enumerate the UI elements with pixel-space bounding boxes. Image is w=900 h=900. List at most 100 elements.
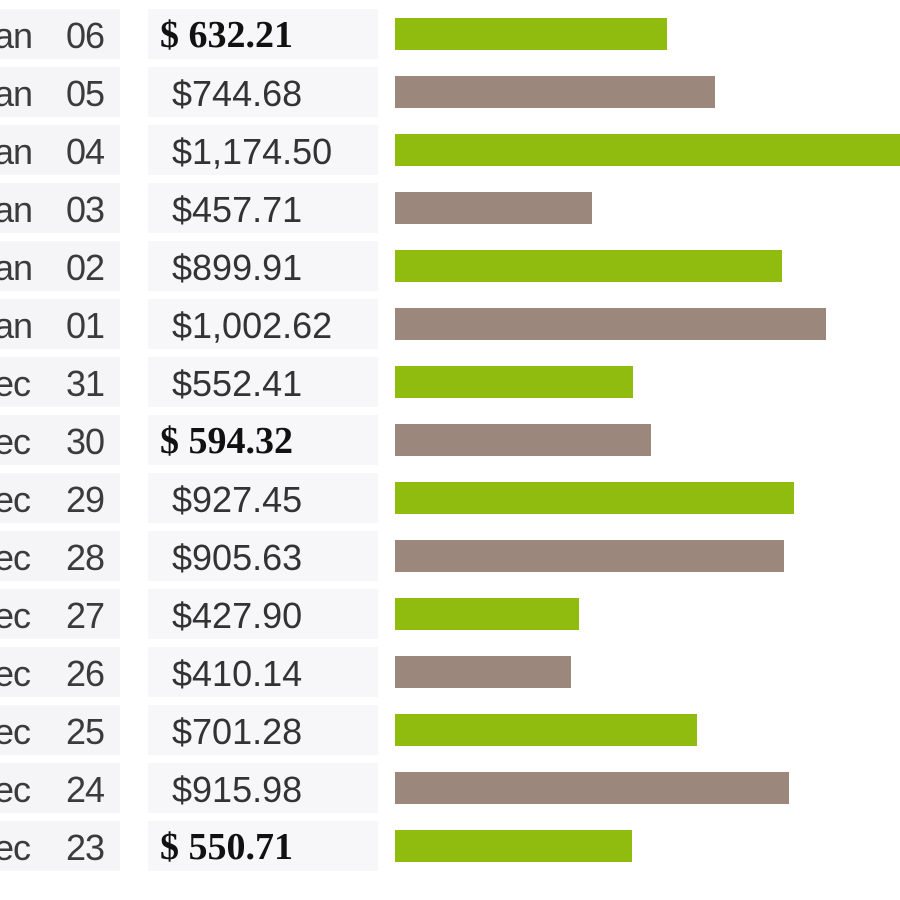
amount-label: $744.68 — [172, 73, 303, 114]
month-label: ec — [0, 711, 31, 752]
amount-label: $ 632.21 — [160, 14, 293, 56]
day-label: 05 — [66, 73, 105, 114]
month-label: ec — [0, 595, 31, 636]
bar — [395, 308, 826, 340]
amount-label: $905.63 — [172, 537, 303, 578]
amount-cell-bg — [148, 241, 378, 291]
day-label: 03 — [66, 189, 105, 230]
month-label: ec — [0, 653, 31, 694]
amount-label: $927.45 — [172, 479, 303, 520]
bar — [395, 192, 592, 224]
day-label: 04 — [66, 131, 105, 172]
amount-label: $899.91 — [172, 247, 303, 288]
month-label: ec — [0, 537, 31, 578]
bar — [395, 540, 784, 572]
amount-cell-bg — [148, 589, 378, 639]
month-label: an — [0, 131, 33, 172]
amount-cell-bg — [148, 299, 378, 349]
amount-cell-bg — [148, 531, 378, 581]
amount-label: $457.71 — [172, 189, 303, 230]
amount-label: $427.90 — [172, 595, 303, 636]
day-label: 27 — [66, 595, 105, 636]
bar — [395, 366, 633, 398]
chart-row: ec 29 $927.45 — [0, 469, 900, 527]
date-cell-bg — [0, 763, 120, 813]
day-label: 26 — [66, 653, 105, 694]
chart-row: ec 31 $552.41 — [0, 353, 900, 411]
chart-row: an 01 $1,002.62 — [0, 295, 900, 353]
date-cell-bg — [0, 125, 120, 175]
day-label: 02 — [66, 247, 105, 288]
chart-row: ec 24 $915.98 — [0, 759, 900, 817]
date-cell-bg — [0, 705, 120, 755]
day-label: 24 — [66, 769, 105, 810]
amount-cell-bg — [148, 125, 378, 175]
date-cell-bg — [0, 357, 120, 407]
bar — [395, 76, 715, 108]
date-cell-bg — [0, 531, 120, 581]
chart-row: an 06 $ 632.21 — [0, 5, 900, 63]
day-label: 06 — [66, 15, 105, 56]
amount-label: $1,174.50 — [172, 131, 333, 172]
month-label: an — [0, 305, 33, 346]
chart-row: ec 26 $410.14 — [0, 643, 900, 701]
chart-row: ec 28 $905.63 — [0, 527, 900, 585]
bar — [395, 18, 667, 50]
chart-row: an 02 $899.91 — [0, 237, 900, 295]
chart-row: an 05 $744.68 — [0, 63, 900, 121]
month-label: ec — [0, 363, 31, 404]
amount-label: $ 550.71 — [160, 826, 293, 868]
bar — [395, 482, 794, 514]
chart-row: ec 30 $ 594.32 — [0, 411, 900, 469]
date-cell-bg — [0, 473, 120, 523]
amount-cell-bg — [148, 473, 378, 523]
amount-label: $701.28 — [172, 711, 303, 752]
day-label: 25 — [66, 711, 105, 752]
bar — [395, 134, 900, 166]
date-cell-bg — [0, 9, 120, 59]
day-label: 30 — [66, 421, 105, 462]
amount-cell-bg — [148, 763, 378, 813]
month-label: an — [0, 15, 33, 56]
bar — [395, 830, 632, 862]
day-label: 31 — [66, 363, 105, 404]
amount-label: $552.41 — [172, 363, 303, 404]
bar — [395, 714, 697, 746]
amount-label: $915.98 — [172, 769, 303, 810]
date-cell-bg — [0, 589, 120, 639]
day-label: 23 — [66, 827, 105, 868]
day-label: 29 — [66, 479, 105, 520]
month-label: an — [0, 189, 33, 230]
month-label: ec — [0, 421, 31, 462]
amount-cell-bg — [148, 357, 378, 407]
amount-cell-bg — [148, 415, 378, 465]
date-cell-bg — [0, 821, 120, 871]
bar — [395, 772, 789, 804]
chart-row: an 04 $1,174.50 — [0, 121, 900, 179]
amount-cell-bg — [148, 183, 378, 233]
month-label: ec — [0, 827, 31, 868]
amount-label: $410.14 — [172, 653, 303, 694]
amount-cell-bg — [148, 647, 378, 697]
date-cell-bg — [0, 67, 120, 117]
bar — [395, 656, 571, 688]
amount-cell-bg — [148, 705, 378, 755]
date-cell-bg — [0, 299, 120, 349]
amount-cell-bg — [148, 821, 378, 871]
chart-row: ec 27 $427.90 — [0, 585, 900, 643]
amount-cell-bg — [148, 9, 378, 59]
bar — [395, 598, 579, 630]
date-cell-bg — [0, 415, 120, 465]
amount-cell-bg — [148, 67, 378, 117]
month-label: an — [0, 247, 33, 288]
date-cell-bg — [0, 183, 120, 233]
day-label: 01 — [66, 305, 105, 346]
bar — [395, 424, 651, 456]
month-label: ec — [0, 479, 31, 520]
chart-row: ec 23 $ 550.71 — [0, 817, 900, 875]
chart-row: an 03 $457.71 — [0, 179, 900, 237]
bar — [395, 250, 782, 282]
month-label: ec — [0, 769, 31, 810]
day-label: 28 — [66, 537, 105, 578]
